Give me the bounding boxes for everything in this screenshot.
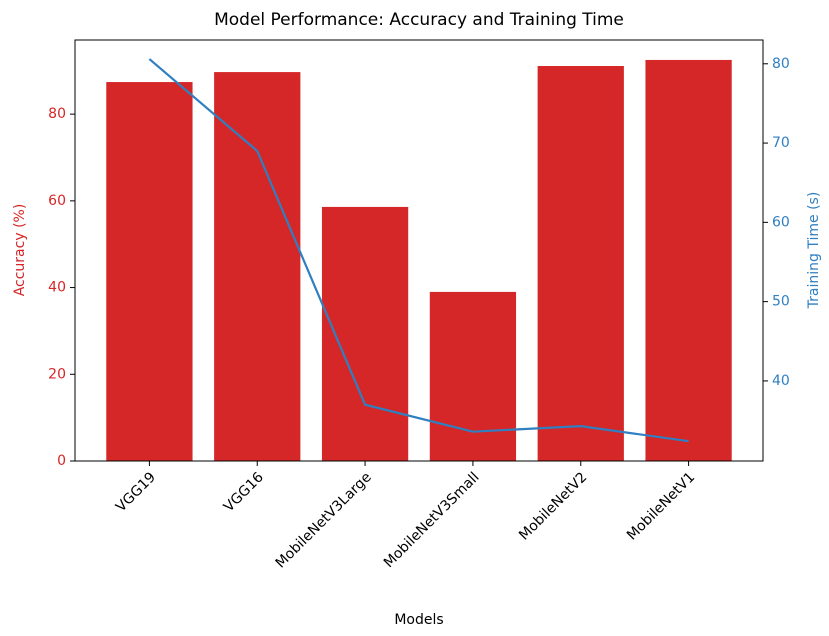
y-tick-label: 40	[48, 280, 66, 296]
y-tick-label: 20	[48, 366, 66, 382]
bar	[537, 66, 624, 462]
x-tick-label: MobileNetV2	[516, 469, 590, 543]
x-tick-label: MobileNetV1	[624, 469, 698, 543]
plot-frame	[74, 39, 764, 462]
bar	[321, 206, 409, 461]
y2-tick-label: 40	[772, 373, 790, 389]
bar	[106, 82, 193, 461]
bar	[214, 72, 301, 462]
bar	[645, 59, 732, 461]
y2-tick-label: 80	[772, 56, 790, 72]
y2-tick-label: 50	[772, 294, 790, 310]
y2-tick-label: 70	[772, 135, 790, 151]
y-axis-label: Accuracy (%)	[12, 204, 28, 297]
y2-axis-label: Training Time (s)	[806, 192, 822, 310]
y2-tick-label: 60	[772, 214, 790, 230]
y-tick-label: 0	[57, 453, 66, 469]
x-tick-label: MobileNetV3Large	[273, 469, 375, 571]
x-tick-label: VGG19	[113, 469, 159, 515]
x-tick-label: VGG16	[221, 469, 267, 515]
bar	[429, 291, 517, 461]
line	[148, 58, 689, 443]
x-tick-label: MobileNetV3Small	[381, 469, 483, 571]
x-axis-label: Models	[394, 612, 443, 628]
chart-title: Model Performance: Accuracy and Training…	[214, 10, 624, 30]
y-tick-label: 60	[48, 193, 66, 209]
y-tick-label: 80	[48, 106, 66, 122]
